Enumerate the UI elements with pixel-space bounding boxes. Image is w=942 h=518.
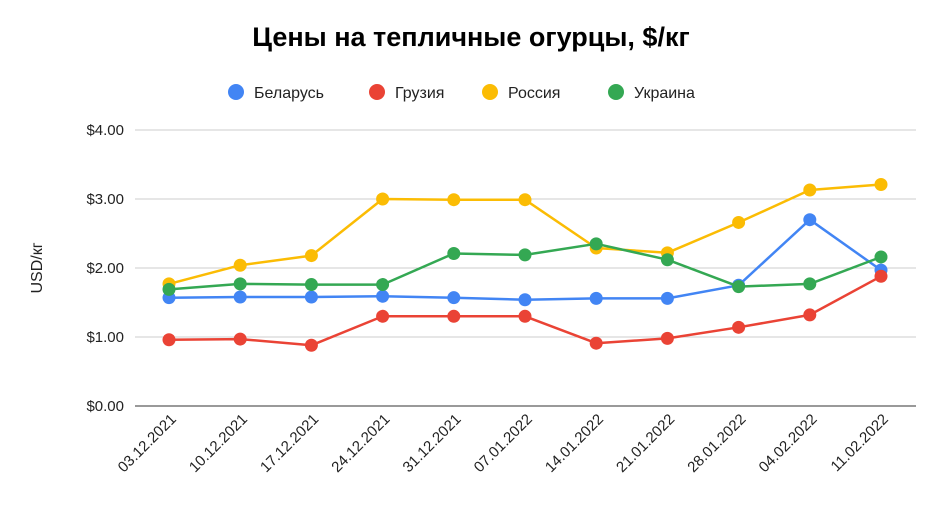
data-point bbox=[233, 258, 247, 272]
data-point bbox=[589, 336, 603, 350]
chart-title: Цены на тепличные огурцы, $/кг bbox=[252, 22, 690, 52]
x-tick-label: 07.01.2022 bbox=[471, 411, 536, 476]
x-tick-label: 11.02.2022 bbox=[828, 411, 892, 475]
data-point bbox=[376, 309, 390, 323]
legend-marker bbox=[608, 84, 624, 100]
y-tick-label: $2.00 bbox=[86, 260, 124, 277]
legend-label: Россия bbox=[508, 85, 560, 102]
data-point bbox=[660, 291, 674, 305]
data-point bbox=[803, 183, 817, 197]
data-point bbox=[233, 277, 247, 291]
y-tick-label: $0.00 bbox=[86, 398, 124, 415]
data-point bbox=[732, 320, 746, 334]
y-tick-label: $1.00 bbox=[86, 329, 124, 346]
x-tick-label: 03.12.2021 bbox=[115, 411, 180, 476]
data-point bbox=[660, 331, 674, 345]
data-point bbox=[304, 290, 318, 304]
data-point bbox=[447, 291, 461, 305]
data-point bbox=[803, 277, 817, 291]
legend-label: Грузия bbox=[395, 85, 444, 102]
x-tick-label: 17.12.2021 bbox=[257, 411, 322, 476]
data-point bbox=[874, 269, 888, 283]
data-point bbox=[518, 193, 532, 207]
data-point bbox=[732, 215, 746, 229]
data-point bbox=[518, 293, 532, 307]
data-point bbox=[304, 338, 318, 352]
legend-label: Украина bbox=[634, 85, 695, 102]
x-tick-label: 14.01.2022 bbox=[542, 411, 607, 476]
data-point bbox=[304, 278, 318, 292]
data-point bbox=[376, 278, 390, 292]
data-point bbox=[233, 332, 247, 346]
data-point bbox=[803, 213, 817, 227]
x-tick-label: 04.02.2022 bbox=[756, 411, 821, 476]
data-point bbox=[162, 282, 176, 296]
data-point bbox=[660, 253, 674, 267]
data-point bbox=[874, 250, 888, 264]
x-tick-label: 28.01.2022 bbox=[684, 411, 749, 476]
y-axis-label: USD/кг bbox=[29, 242, 46, 293]
data-point bbox=[447, 193, 461, 207]
data-point bbox=[803, 308, 817, 322]
legend-label: Беларусь bbox=[254, 85, 324, 102]
x-tick-label: 24.12.2021 bbox=[328, 411, 393, 476]
data-point bbox=[589, 237, 603, 251]
x-tick-label: 10.12.2021 bbox=[186, 411, 251, 476]
data-point bbox=[304, 249, 318, 263]
y-tick-label: $3.00 bbox=[86, 191, 124, 208]
data-point bbox=[233, 290, 247, 304]
data-point bbox=[376, 289, 390, 303]
legend-marker bbox=[482, 84, 498, 100]
data-point bbox=[518, 309, 532, 323]
data-point bbox=[376, 192, 390, 206]
y-tick-label: $4.00 bbox=[86, 122, 124, 139]
data-point bbox=[447, 309, 461, 323]
data-point bbox=[874, 178, 888, 192]
data-point bbox=[589, 291, 603, 305]
x-tick-label: 21.01.2022 bbox=[613, 411, 678, 476]
data-point bbox=[732, 280, 746, 294]
x-tick-label: 31.12.2021 bbox=[400, 411, 465, 476]
legend-marker bbox=[228, 84, 244, 100]
data-point bbox=[518, 248, 532, 262]
legend-marker bbox=[369, 84, 385, 100]
data-point bbox=[162, 333, 176, 347]
data-point bbox=[447, 247, 461, 261]
